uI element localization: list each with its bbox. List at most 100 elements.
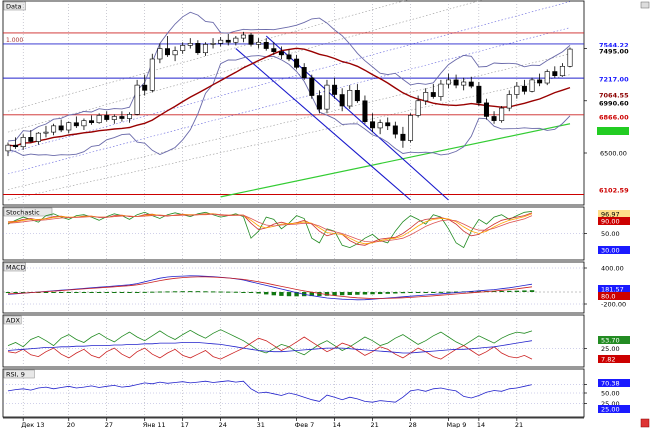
price-label: 6866.00 bbox=[599, 114, 629, 122]
candle bbox=[310, 78, 314, 96]
macd-histogram-bar bbox=[234, 292, 238, 293]
candle bbox=[424, 92, 428, 100]
macd-histogram-bar bbox=[515, 291, 519, 292]
macd-histogram-bar bbox=[6, 292, 10, 293]
macd-histogram-bar bbox=[401, 292, 405, 293]
candle bbox=[256, 42, 260, 44]
macd-histogram-bar bbox=[340, 292, 344, 295]
candle bbox=[226, 40, 230, 42]
candle bbox=[355, 90, 359, 100]
candle bbox=[386, 123, 390, 126]
candle bbox=[287, 55, 291, 59]
macd-histogram-bar bbox=[105, 292, 109, 293]
candle bbox=[363, 101, 367, 122]
macd-histogram-bar bbox=[143, 292, 147, 293]
x-tick-label: 31 bbox=[257, 421, 265, 428]
value-label: 30.00 bbox=[601, 247, 620, 255]
candle bbox=[173, 51, 177, 55]
panel-title: RSI, 9 bbox=[6, 371, 25, 379]
candle bbox=[264, 42, 268, 48]
price-label: 7064.55 bbox=[599, 92, 629, 100]
value-label: 25.00 bbox=[601, 406, 620, 414]
macd-histogram-bar bbox=[522, 290, 526, 292]
y-tick-label: -200.00 bbox=[601, 301, 626, 309]
value-label: 53.70 bbox=[601, 337, 620, 345]
macd-histogram-bar bbox=[424, 292, 428, 293]
close-icon bbox=[641, 419, 649, 427]
candle bbox=[469, 82, 473, 86]
macd-histogram-bar bbox=[439, 292, 443, 293]
candle bbox=[477, 86, 481, 103]
macd-histogram-bar bbox=[279, 292, 283, 296]
macd-histogram-bar bbox=[272, 292, 276, 295]
macd-histogram-bar bbox=[59, 292, 63, 293]
x-tick-label: Фев 7 bbox=[295, 421, 315, 428]
candle bbox=[44, 132, 48, 133]
y-tick-label: 50.00 bbox=[601, 230, 620, 238]
macd-histogram-bar bbox=[431, 292, 435, 293]
panel-title: Data bbox=[6, 3, 22, 11]
x-tick-label: 28 bbox=[409, 421, 417, 428]
candle bbox=[150, 59, 154, 90]
candle bbox=[67, 123, 71, 130]
candle bbox=[492, 116, 496, 120]
candle bbox=[158, 49, 162, 59]
price-label: 6990.60 bbox=[599, 100, 629, 108]
x-tick-label: 14 bbox=[477, 421, 485, 428]
y-tick-label: 50.00 bbox=[601, 390, 620, 398]
candle bbox=[461, 82, 465, 85]
macd-histogram-bar bbox=[74, 292, 78, 293]
macd-histogram-bar bbox=[226, 292, 230, 293]
candle bbox=[135, 85, 139, 114]
candle bbox=[325, 85, 329, 109]
candle bbox=[431, 92, 435, 96]
price-label-highlight bbox=[597, 127, 629, 135]
candle bbox=[332, 85, 336, 94]
candle bbox=[522, 86, 526, 91]
candle bbox=[13, 145, 17, 147]
candle bbox=[112, 116, 116, 119]
candle bbox=[553, 72, 557, 76]
price-label: 7217.00 bbox=[599, 76, 629, 84]
candle bbox=[499, 108, 503, 121]
x-tick-label: 14 bbox=[333, 421, 341, 428]
macd-histogram-bar bbox=[499, 291, 503, 292]
y-tick-label: 400.00 bbox=[601, 265, 624, 273]
macd-histogram-bar bbox=[180, 291, 184, 292]
candle bbox=[127, 114, 131, 118]
macd-histogram-bar bbox=[218, 292, 222, 293]
candle bbox=[446, 80, 450, 84]
candle bbox=[211, 43, 215, 44]
candle bbox=[279, 52, 283, 55]
value-label: 80.0 bbox=[601, 293, 615, 301]
candle bbox=[560, 66, 564, 75]
macd-histogram-bar bbox=[97, 292, 101, 293]
panel-title: ADX bbox=[6, 317, 20, 325]
macd-histogram-bar bbox=[386, 292, 390, 294]
candle bbox=[188, 43, 192, 45]
x-tick-label: Янв 11 bbox=[143, 421, 166, 428]
macd-histogram-bar bbox=[112, 292, 116, 293]
macd-histogram-bar bbox=[348, 292, 352, 295]
candle bbox=[340, 95, 344, 106]
macd-histogram-bar bbox=[446, 292, 450, 293]
candle bbox=[416, 101, 420, 116]
macd-histogram-bar bbox=[378, 292, 382, 294]
macd-histogram-bar bbox=[211, 291, 215, 292]
candle bbox=[196, 43, 200, 52]
macd-histogram-bar bbox=[173, 291, 177, 292]
macd-histogram-bar bbox=[44, 292, 48, 293]
macd-histogram-bar bbox=[150, 292, 154, 293]
macd-histogram-bar bbox=[89, 292, 93, 293]
menu-icon bbox=[641, 2, 649, 8]
candle bbox=[484, 103, 488, 117]
candle bbox=[249, 35, 253, 44]
macd-histogram-bar bbox=[264, 292, 268, 294]
candle bbox=[302, 67, 306, 77]
candle bbox=[439, 84, 443, 97]
macd-histogram-bar bbox=[241, 292, 245, 293]
macd-histogram-bar bbox=[165, 291, 169, 292]
candle bbox=[218, 40, 222, 43]
candle bbox=[234, 38, 238, 42]
